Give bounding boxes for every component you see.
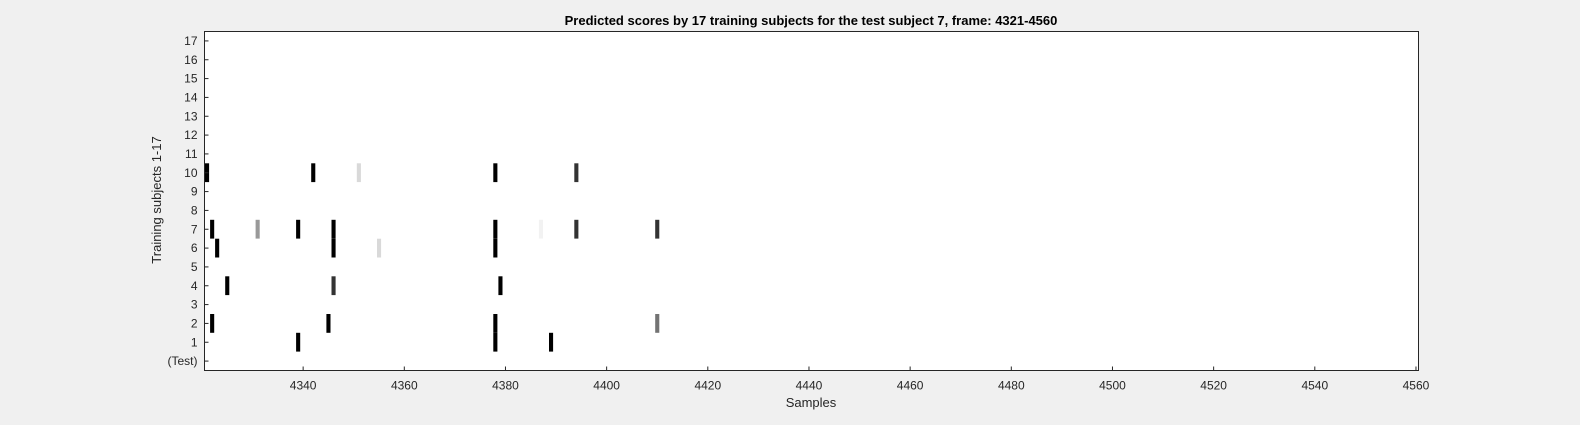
heatmap-cell [493,238,498,258]
y-tick-label: 3 [191,298,198,312]
heatmap-cell [574,219,579,239]
x-tick-label: 4500 [1099,379,1126,393]
heatmap-cell [538,219,543,239]
x-tick-label: 4400 [593,379,620,393]
heatmap-cell [225,276,230,296]
heatmap-cell [210,219,215,239]
heatmap-cell [331,238,336,258]
heatmap-cell [493,163,498,183]
y-tick-label: 2 [191,316,198,330]
heatmap-cell [377,238,382,258]
x-axis: 4340 4360 4380 4400 4420 4440 4460 4480 4500 4520… [290,366,1430,393]
y-tick-label: 16 [184,53,198,67]
y-tick-label: 15 [184,72,198,86]
heatmap-cell [331,219,336,239]
y-tick-label: 6 [191,241,198,255]
heatmap-cell [493,332,498,352]
y-tick-label: 9 [191,185,198,199]
heatmap-cell [549,332,554,352]
heatmap-cells [205,163,660,352]
y-tick-label: 11 [185,147,198,161]
x-tick-label: 4540 [1301,379,1328,393]
x-tick-label: 4560 [1403,379,1430,393]
heatmap-cell [296,219,301,239]
heatmap-cell [655,314,660,333]
heatmap-cell [326,314,331,333]
heatmap-cell [655,219,660,239]
x-tick-label: 4360 [391,379,418,393]
heatmap-cell [493,314,498,333]
x-tick-label: 4440 [796,379,823,393]
heatmap-cell [311,163,316,183]
x-tick-label: 4420 [694,379,721,393]
y-tick-label: (Test) [168,354,198,368]
heatmap-cell [356,163,361,183]
x-tick-label: 4340 [290,379,317,393]
heatmap-cell [215,238,220,258]
y-tick-label: 12 [184,128,198,142]
y-tick-label: 10 [184,166,198,180]
y-tick-label: 5 [191,260,198,274]
plot-border [204,31,1419,371]
x-tick-label: 4520 [1200,379,1227,393]
heatmap-cell [331,276,336,296]
y-tick-label: 17 [184,34,198,48]
y-tick-label: 13 [184,109,198,123]
heatmap-cell [493,219,498,239]
y-tick-label: 1 [191,335,198,349]
chart-title: Predicted scores by 17 training subjects… [565,13,1058,28]
heatmap-cell [574,163,579,183]
heatmap-cell [210,314,215,333]
y-tick-label: 4 [191,279,198,293]
heatmap-cell [255,219,260,239]
y-tick-label: 8 [191,203,198,217]
plot-area [204,31,1419,371]
x-tick-label: 4460 [897,379,924,393]
x-tick-label: 4380 [492,379,519,393]
heatmap-cell [296,332,301,352]
y-axis-label: Training subjects 1-17 [149,136,164,263]
y-tick-label: 14 [184,90,198,104]
x-axis-label: Samples [786,395,837,410]
x-tick-label: 4480 [998,379,1025,393]
y-tick-label: 7 [191,222,198,236]
heatmap-cell [498,276,503,296]
